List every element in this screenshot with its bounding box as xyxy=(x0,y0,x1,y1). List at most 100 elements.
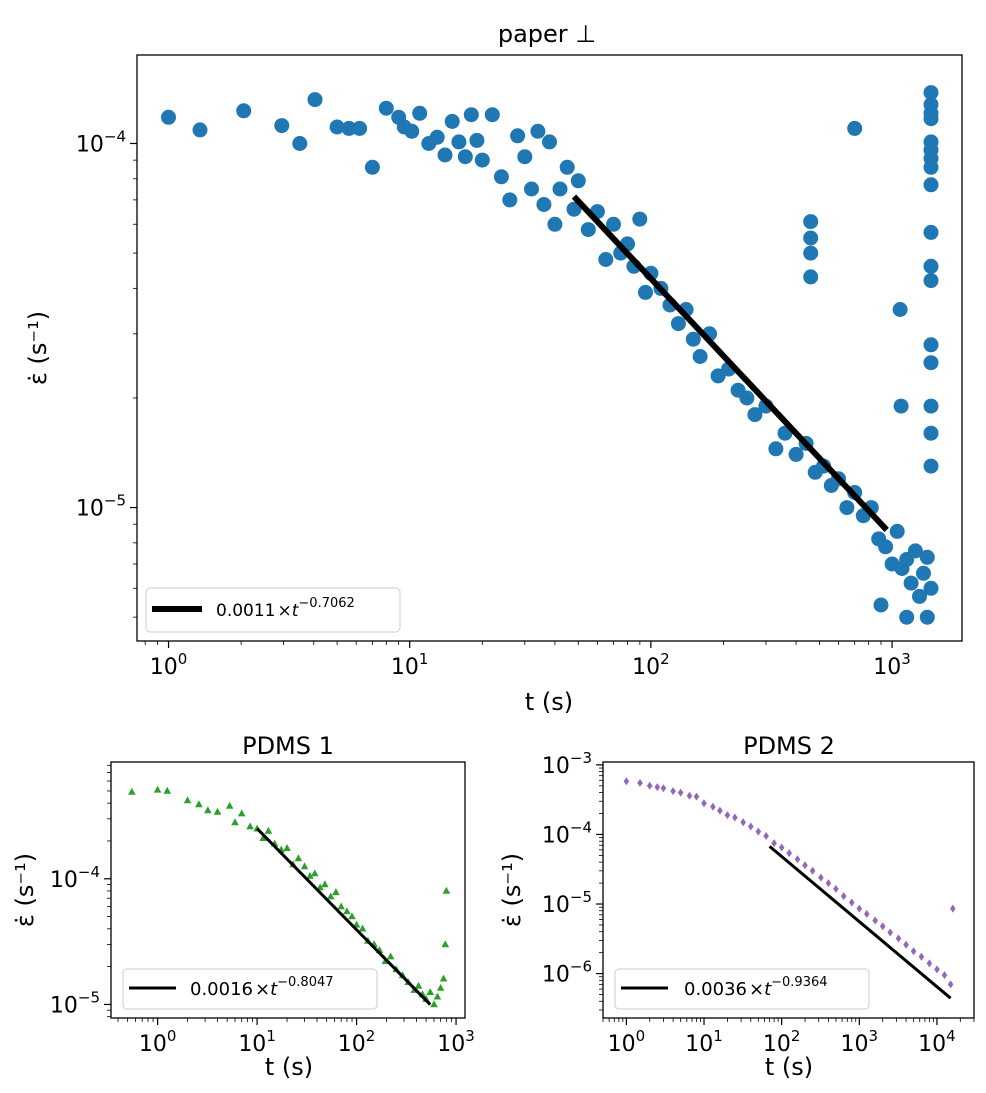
data-point xyxy=(803,214,819,230)
data-point xyxy=(686,791,693,800)
data-point xyxy=(918,952,925,961)
data-point xyxy=(441,940,450,948)
data-point xyxy=(246,822,254,830)
x-tick-label: 104 xyxy=(918,1027,956,1057)
data-point xyxy=(442,886,451,894)
legend-label: 0.0036 ×t−0.9364 xyxy=(684,975,828,1000)
data-point xyxy=(274,118,290,134)
data-point xyxy=(457,149,473,165)
data-point xyxy=(919,609,935,625)
data-point xyxy=(237,809,246,817)
data-point xyxy=(660,784,667,793)
data-point xyxy=(748,822,754,831)
data-point xyxy=(794,855,801,864)
data-point xyxy=(547,216,563,232)
chart-pdms-1: PDMS 1 t (s) ε̇ (s⁻¹) 100 101 102 10310−410… xyxy=(11,732,475,1081)
data-point xyxy=(941,971,948,980)
legend-coef: 0.0011 xyxy=(216,601,275,621)
data-point xyxy=(903,575,919,591)
data-point xyxy=(923,177,939,193)
data-point xyxy=(343,907,351,915)
data-point xyxy=(637,778,643,787)
legend-exp: −0.8047 xyxy=(277,975,333,990)
x-tick-label: 100 xyxy=(608,1027,646,1057)
data-point xyxy=(788,446,804,462)
data-point xyxy=(437,147,453,163)
data-point xyxy=(910,947,917,956)
x-tick-label: 102 xyxy=(338,1027,376,1057)
data-point xyxy=(701,799,707,808)
data-point xyxy=(763,832,769,840)
data-point xyxy=(872,916,878,925)
data-point xyxy=(907,543,923,559)
x-tick-label: 103 xyxy=(841,1027,879,1057)
data-point xyxy=(444,113,460,129)
data-point xyxy=(755,827,762,836)
legend-coef: 0.0016 xyxy=(190,979,253,1000)
data-point xyxy=(802,861,808,870)
data-point xyxy=(195,800,203,808)
chart-paper-perp: paper ⊥ t (s) ε̇ (s⁻¹) 100 101 102 10310−41… xyxy=(24,20,963,716)
data-point xyxy=(717,806,723,815)
data-point xyxy=(542,134,557,150)
x-tick-label: 101 xyxy=(238,1027,276,1057)
data-point xyxy=(552,181,568,197)
data-point xyxy=(693,792,700,801)
x-tick-label: 100 xyxy=(150,650,188,680)
tick-layer: 100 101 102 103 10−4 10−5 xyxy=(50,764,475,1057)
data-point xyxy=(825,879,832,888)
legend-coef: 0.0036 xyxy=(684,979,747,1000)
data-point xyxy=(638,284,653,300)
data-point xyxy=(856,904,863,913)
data-point xyxy=(923,258,939,274)
x-tick-label: 102 xyxy=(763,1027,801,1057)
fit-layer xyxy=(256,827,432,1006)
x-axis-label: t (s) xyxy=(765,1053,813,1081)
data-point xyxy=(923,425,939,441)
y-tick-label: 10−5 xyxy=(542,888,592,918)
legend-label: 0.0011 ×t−0.7062 xyxy=(216,596,355,621)
data-point xyxy=(923,224,939,240)
data-point xyxy=(474,152,490,168)
legend-box xyxy=(614,968,870,1010)
data-point xyxy=(306,871,314,879)
data-point xyxy=(213,807,222,815)
data-point xyxy=(429,129,445,145)
data-point xyxy=(803,230,819,246)
data-point xyxy=(264,826,273,834)
legend-times: × xyxy=(255,979,270,1000)
plot-frame xyxy=(602,761,975,1019)
y-tick-label: 10−5 xyxy=(76,492,126,522)
data-point xyxy=(463,107,479,123)
data-point xyxy=(818,873,824,882)
y-tick-label: 10−3 xyxy=(542,749,592,779)
data-point xyxy=(803,269,819,285)
y-tick-label: 10−5 xyxy=(50,988,100,1018)
data-point xyxy=(833,884,839,893)
data-point xyxy=(327,892,335,900)
data-point xyxy=(923,355,939,371)
data-point xyxy=(623,777,630,786)
data-point xyxy=(292,136,308,151)
data-point xyxy=(899,609,915,625)
data-point xyxy=(923,273,939,289)
data-point xyxy=(864,909,870,918)
data-point xyxy=(536,197,552,212)
x-tick-label: 100 xyxy=(139,1027,177,1057)
legend-t: t xyxy=(270,979,278,1000)
x-axis-label: t (s) xyxy=(265,1053,313,1081)
data-point xyxy=(895,934,902,943)
data-point xyxy=(839,500,855,516)
data-point xyxy=(724,811,731,820)
y-axis-label: ε̇ (s⁻¹) xyxy=(11,853,39,927)
data-point xyxy=(803,245,819,261)
data-point xyxy=(923,85,939,101)
data-point xyxy=(364,159,380,175)
data-point xyxy=(747,407,763,423)
data-point xyxy=(892,302,908,317)
data-point xyxy=(732,813,738,822)
marker-layer xyxy=(161,85,939,625)
data-point xyxy=(923,398,939,414)
x-tick-label: 102 xyxy=(632,650,670,680)
data-point xyxy=(404,123,420,139)
